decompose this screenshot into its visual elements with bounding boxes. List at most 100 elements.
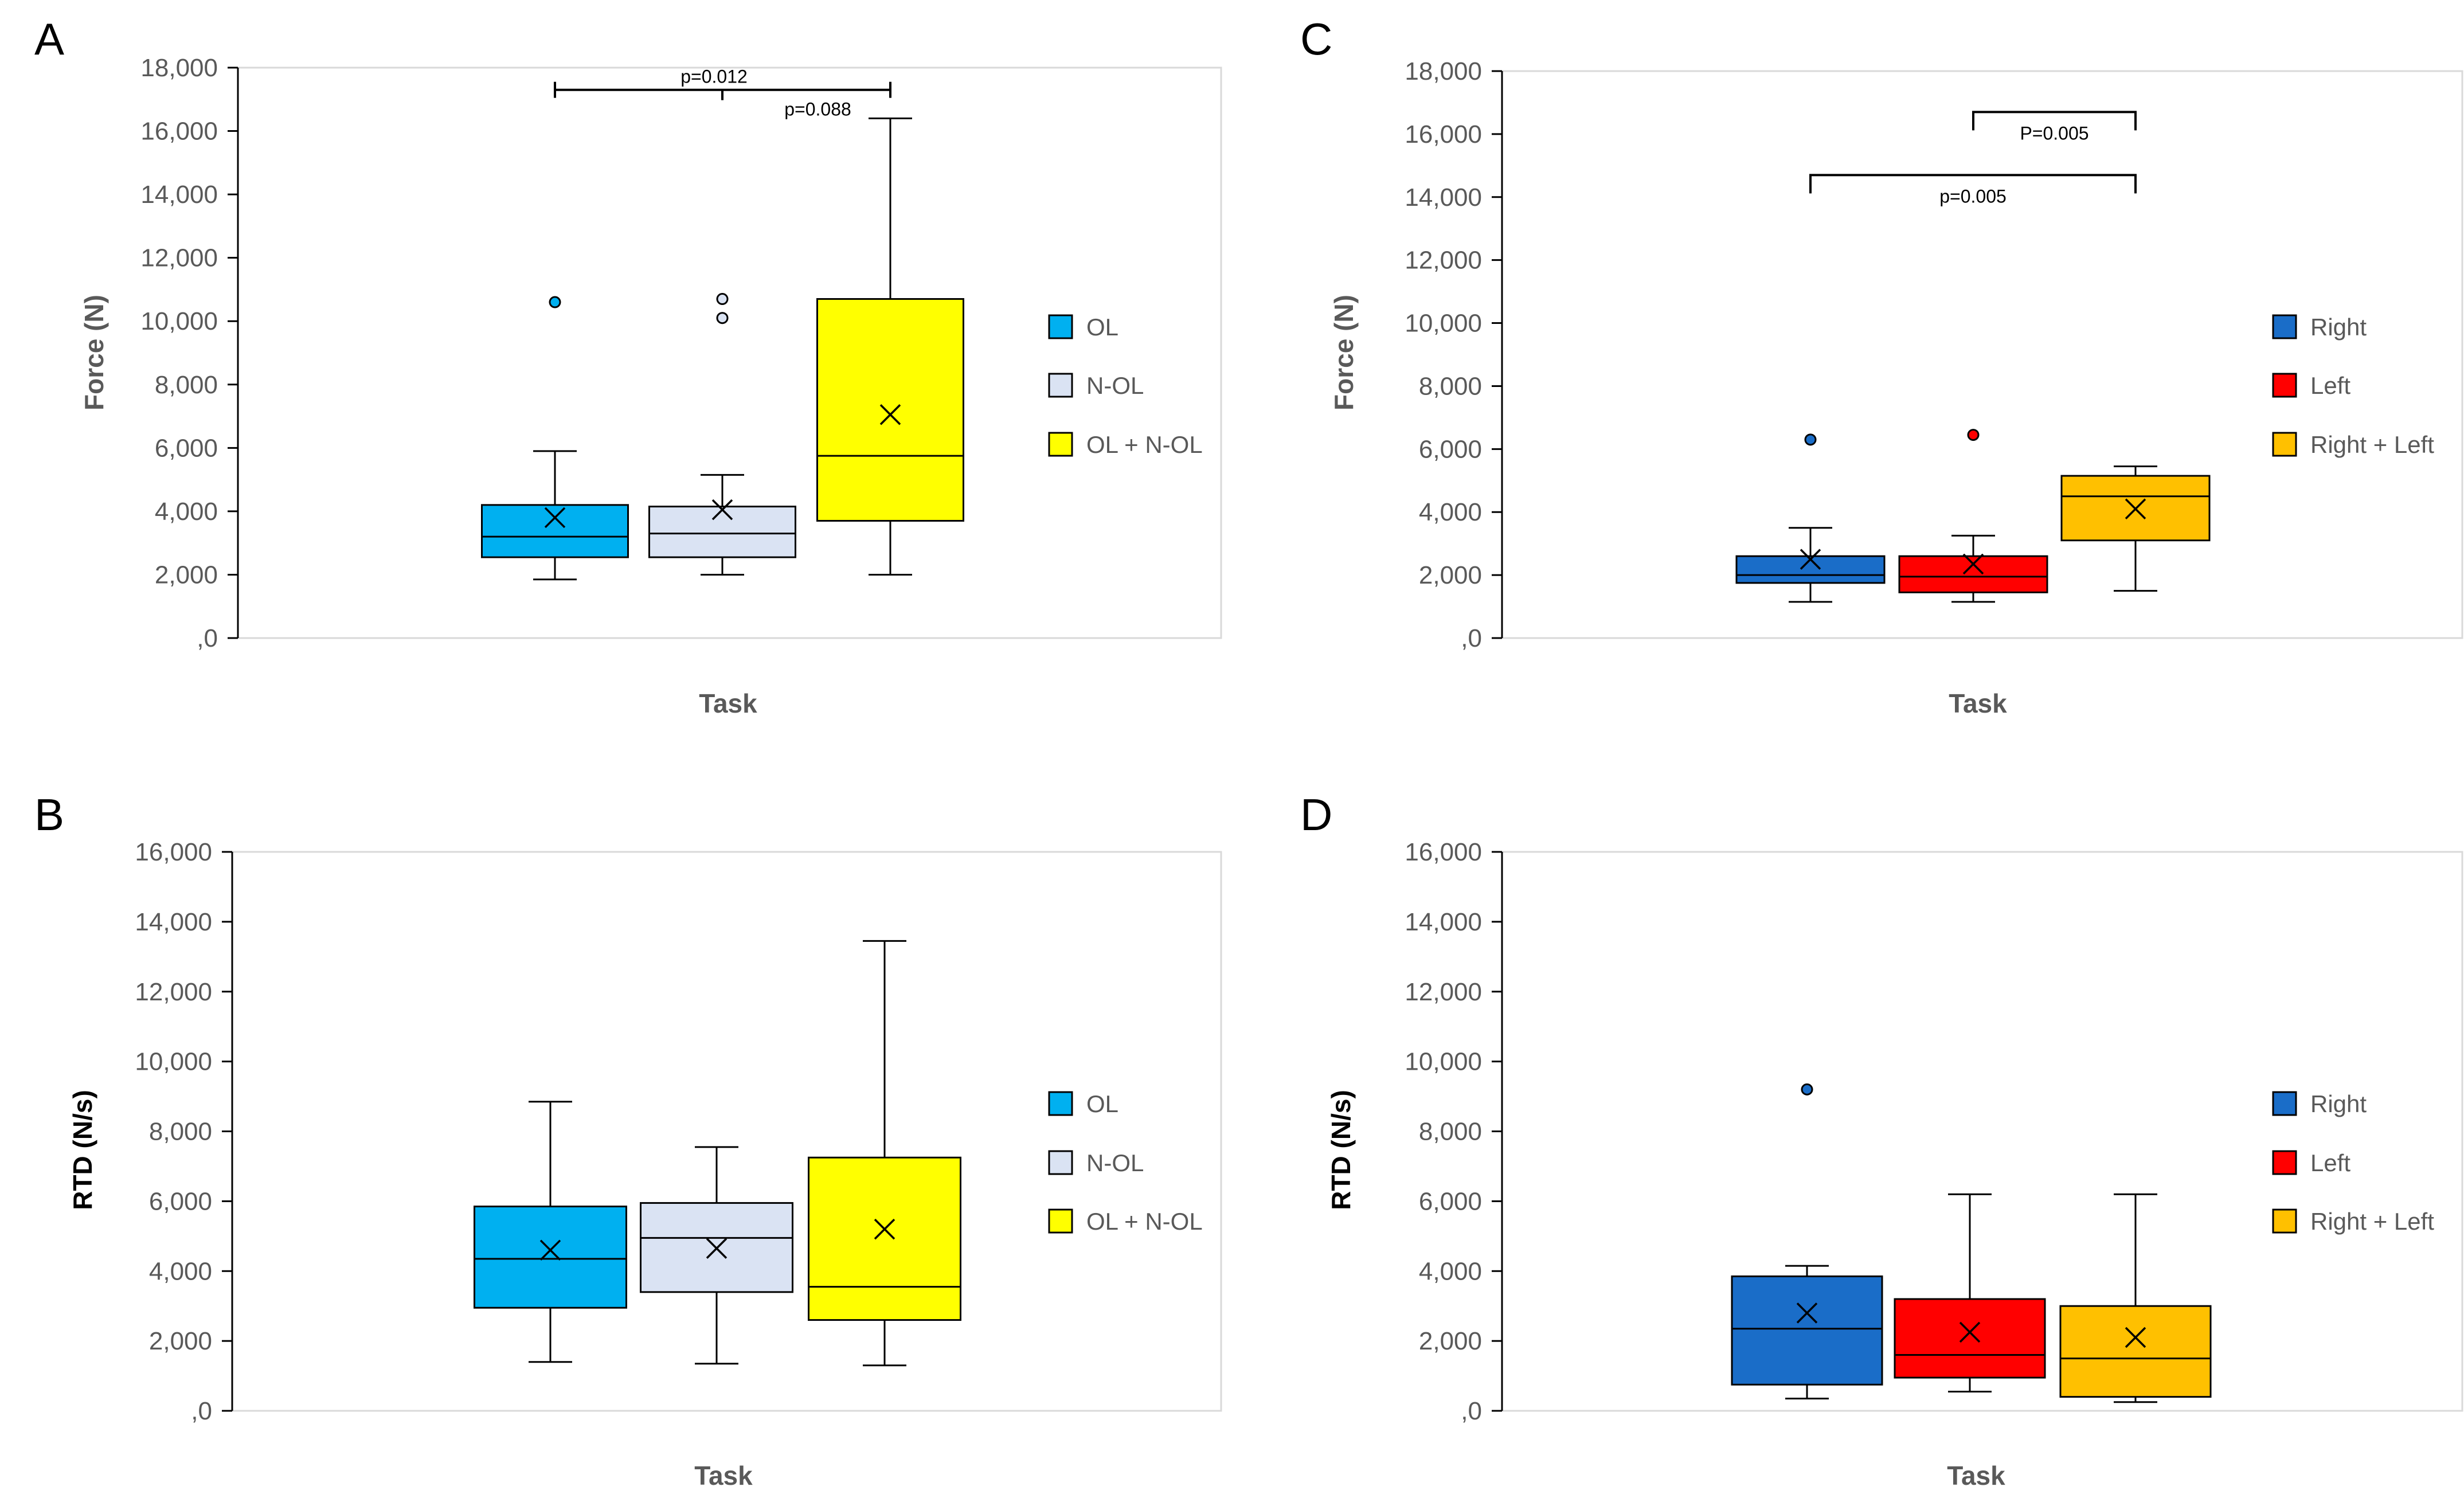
box-iqr <box>1894 1298 2046 1379</box>
significance-bracket <box>1972 111 2137 131</box>
mean-marker <box>1962 553 1984 575</box>
y-tick-label: 6,000 <box>155 434 218 462</box>
chart-panel-d: D ,0 2,000 4,000 6,000 8,000 10,000 12,000 14,00… <box>1300 789 2463 1491</box>
y-tick-label: 14,000 <box>1405 183 1482 212</box>
y-tick-label: 2,000 <box>1419 561 1482 589</box>
y-tick-label: 6,000 <box>1419 1187 1482 1215</box>
mean-marker <box>711 499 733 521</box>
mean-marker <box>706 1238 728 1259</box>
y-tick-label: 2,000 <box>1419 1327 1482 1355</box>
box-iqr <box>1898 555 2048 593</box>
chart-panel-c: C ,0 2,000 4,000 6,000 8,000 10,000 12,000 14,00… <box>1300 14 2463 718</box>
mean-marker <box>1959 1321 1981 1343</box>
box-1 <box>640 1146 793 1365</box>
box-iqr <box>474 1206 627 1309</box>
legend-label: Right <box>2310 314 2367 341</box>
panel-letter: D <box>1300 789 1332 840</box>
y-tick-label: 16,000 <box>1405 838 1482 866</box>
outlier-point <box>1801 1083 1813 1096</box>
y-tick-label: 6,000 <box>1419 435 1482 463</box>
legend-label: OL <box>1086 314 1118 341</box>
outlier-point <box>1804 433 1817 446</box>
y-axis-title: RTD (N/s) <box>1326 1090 1356 1210</box>
y-tick-label: 8,000 <box>1419 372 1482 400</box>
y-tick-label: 12,000 <box>135 978 212 1006</box>
p-value-label: p=0.005 <box>1939 186 2007 206</box>
y-axis-title: RTD (N/s) <box>68 1090 97 1210</box>
box-1 <box>1898 429 2048 603</box>
box-iqr <box>808 1156 961 1321</box>
panel-letter: C <box>1300 14 1332 64</box>
box-0 <box>1731 1083 1883 1400</box>
y-tick-label: ,0 <box>1461 624 1482 652</box>
y-tick-label: 16,000 <box>1405 120 1482 148</box>
mean-marker <box>1800 549 1821 570</box>
box-2 <box>2059 1193 2212 1403</box>
y-tick-label: 10,000 <box>1405 1048 1482 1076</box>
plot-frame <box>1501 70 2463 639</box>
box-0 <box>474 1101 627 1363</box>
y-tick-label: 4,000 <box>1419 1257 1482 1285</box>
box-1 <box>1894 1193 2046 1392</box>
y-axis-title: Force (N) <box>79 295 109 410</box>
legend-swatch <box>1048 1208 1073 1234</box>
box-iqr <box>648 506 796 558</box>
y-tick-label: 18,000 <box>140 54 218 82</box>
box-2 <box>816 117 964 576</box>
box-2 <box>2060 465 2211 592</box>
panel-letter: B <box>34 789 64 840</box>
y-tick-label: ,0 <box>1461 1397 1482 1425</box>
box-iqr <box>816 298 964 522</box>
y-axis-title: Force (N) <box>1329 295 1359 410</box>
outlier-point <box>1967 429 1980 441</box>
mean-marker <box>544 507 566 529</box>
mean-marker <box>874 1218 895 1240</box>
p-value-label: P=0.005 <box>2020 123 2088 143</box>
box-iqr <box>1731 1275 1883 1386</box>
legend-label: OL <box>1086 1090 1118 1117</box>
significance-bracket <box>1809 174 2137 194</box>
y-tick-label: 4,000 <box>1419 498 1482 526</box>
box-0 <box>1735 433 1886 603</box>
y-tick-label: ,0 <box>191 1397 212 1425</box>
box-iqr <box>481 504 629 558</box>
p-value-label: p=0.088 <box>784 99 851 120</box>
chart-panel-a: A ,0 2,000 4,000 6,000 8,000 10,000 12,000 14,00… <box>34 14 1222 718</box>
y-tick-label: 10,000 <box>140 307 218 335</box>
x-axis-title: Task <box>1947 1461 2005 1491</box>
legend-swatch <box>1048 314 1073 339</box>
x-axis-title: Task <box>1949 689 2007 718</box>
chart-panel-b: B ,0 2,000 4,000 6,000 8,000 10,000 12,000 14,00… <box>34 789 1222 1491</box>
y-tick-label: 12,000 <box>1405 978 1482 1006</box>
legend-swatch <box>1048 1150 1073 1175</box>
legend-label: N-OL <box>1086 1149 1144 1176</box>
y-tick-label: 12,000 <box>1405 247 1482 275</box>
legend: Right Left Right + Left <box>2272 1090 2434 1235</box>
y-tick-label: 10,000 <box>1405 310 1482 338</box>
y-tick-label: 4,000 <box>155 498 218 526</box>
legend-swatch <box>2272 1208 2297 1234</box>
mean-marker <box>1796 1302 1818 1324</box>
legend-label: Right <box>2310 1090 2367 1117</box>
y-tick-label: 8,000 <box>149 1118 212 1146</box>
y-tick-label: ,0 <box>197 624 218 652</box>
legend-swatch <box>2272 432 2297 457</box>
y-tick-label: 12,000 <box>140 244 218 272</box>
y-tick-label: 2,000 <box>149 1327 212 1355</box>
y-tick-label: 14,000 <box>140 181 218 209</box>
y-tick-label: 8,000 <box>155 371 218 399</box>
legend-label: OL + N-OL <box>1086 431 1203 458</box>
y-tick-label: 10,000 <box>135 1048 212 1076</box>
legend-swatch <box>2272 373 2297 398</box>
y-tick-label: 2,000 <box>155 561 218 589</box>
legend-label: Left <box>2310 1149 2350 1176</box>
legend: OL N-OL OL + N-OL <box>1048 1090 1203 1235</box>
legend-swatch <box>2272 314 2297 339</box>
legend-swatch <box>1048 432 1073 457</box>
outlier-point <box>716 312 729 324</box>
plot-frame <box>231 851 1222 1412</box>
mean-marker <box>539 1239 561 1261</box>
legend: OL N-OL OL + N-OL <box>1048 314 1203 458</box>
box-iqr <box>2059 1305 2212 1398</box>
